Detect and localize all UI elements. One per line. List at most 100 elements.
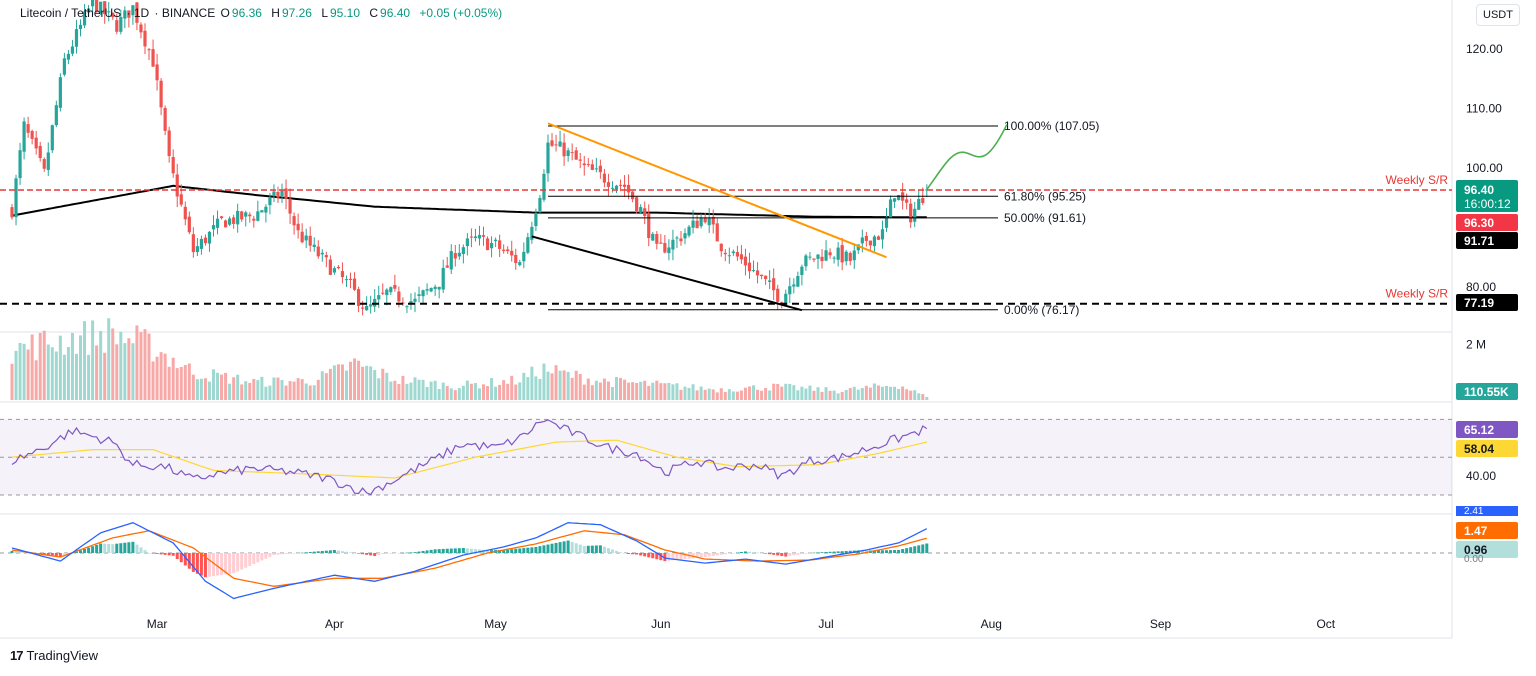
- macd-histogram-bar: [103, 543, 107, 553]
- candle-body: [631, 191, 635, 200]
- volume-bar: [792, 385, 796, 400]
- candle-body: [276, 191, 280, 198]
- macd-histogram-bar: [691, 553, 695, 559]
- volume-bar: [623, 379, 627, 400]
- macd-histogram-bar: [667, 553, 671, 561]
- volume-bar: [58, 335, 62, 400]
- volume-bar: [135, 325, 139, 400]
- candle-body: [82, 11, 87, 26]
- macd-histogram-bar: [441, 548, 445, 553]
- candle-body: [54, 105, 58, 126]
- volume-bar: [828, 390, 832, 400]
- volume-bar: [836, 393, 840, 400]
- macd-histogram-bar: [276, 553, 280, 555]
- macd-histogram-bar: [191, 553, 195, 572]
- tradingview-logo-icon: 17: [10, 648, 24, 663]
- candle-body: [26, 124, 30, 133]
- volume-bar: [663, 383, 667, 400]
- macd-histogram-bar: [743, 551, 747, 553]
- fib-level-label: 61.80% (95.25): [1004, 189, 1086, 203]
- volume-tag-bg: [1456, 383, 1518, 400]
- volume-bar: [365, 365, 369, 400]
- symbol-name[interactable]: Litecoin / TetherUS: [20, 6, 122, 20]
- macd-histogram-bar: [212, 553, 215, 577]
- close-key: C: [369, 6, 379, 20]
- macd-histogram-bar: [731, 553, 735, 554]
- volume-bar: [562, 370, 566, 400]
- candle-body: [131, 5, 135, 16]
- candle-body: [489, 242, 494, 249]
- candle-body: [18, 150, 22, 179]
- interval-label[interactable]: 1D: [133, 6, 150, 20]
- volume-bar: [671, 384, 675, 400]
- volume-bar: [457, 388, 461, 400]
- volume-bar: [74, 353, 78, 400]
- volume-bar: [34, 360, 38, 400]
- macd-histogram-bar: [683, 553, 687, 560]
- candle-body: [586, 164, 590, 166]
- volume-bar: [54, 351, 58, 400]
- last-price-tag: 96.40: [1464, 183, 1494, 197]
- macd-histogram-bar: [308, 551, 312, 553]
- currency-selector[interactable]: USDT: [1476, 4, 1520, 26]
- volume-bar: [554, 365, 558, 400]
- volume-bar: [401, 375, 405, 400]
- volume-bar: [272, 377, 276, 400]
- candle-body: [872, 236, 877, 247]
- time-tick-label: Sep: [1150, 617, 1172, 631]
- tradingview-brand[interactable]: 17 TradingView: [10, 648, 98, 663]
- volume-bar: [296, 378, 300, 400]
- candle-body: [328, 259, 332, 275]
- macd-histogram-bar: [913, 546, 917, 553]
- volume-bar: [812, 390, 816, 400]
- volume-bar: [276, 377, 280, 400]
- annotations: Weekly S/R Weekly S/R 100.00% (107.05) 61.8…: [0, 119, 1452, 317]
- macd-histogram-bar: [498, 550, 502, 553]
- macd-histogram-bar: [917, 545, 921, 553]
- macd-histogram-bar: [417, 551, 421, 553]
- macd-histogram-bar: [46, 553, 50, 556]
- volume-bar: [91, 320, 95, 400]
- close-value: 96.40: [380, 6, 411, 20]
- volume-bar: [312, 385, 316, 400]
- volume-bar: [506, 383, 510, 400]
- macd-histogram-bar: [590, 545, 594, 553]
- macd-histogram-bar: [304, 552, 308, 553]
- macd-histogram-bar: [240, 553, 244, 570]
- macd-histogram-bar: [707, 553, 711, 557]
- macd-histogram-bar: [272, 553, 276, 556]
- volume-bar: [417, 379, 421, 400]
- volume-bar: [187, 363, 191, 400]
- volume-bar: [784, 383, 788, 400]
- volume-bar: [647, 385, 651, 400]
- macd-histogram-bar: [514, 548, 518, 553]
- volume-bar: [361, 366, 365, 400]
- macd-pane: [0, 521, 1452, 600]
- volume-bar: [381, 368, 385, 400]
- volume-bar: [369, 366, 373, 400]
- macd-histogram-bar: [619, 552, 623, 553]
- volume-bar: [99, 331, 103, 400]
- macd-histogram-bar: [893, 550, 897, 553]
- volume-bar: [155, 356, 159, 400]
- macd-histogram-bar: [312, 551, 316, 553]
- volume-bar: [248, 382, 252, 400]
- price-tick-label: 110.00: [1466, 102, 1502, 116]
- macd-zero-tag: 0.00: [1464, 554, 1484, 565]
- macd-histogram-bar: [510, 549, 514, 553]
- macd-histogram-bar: [542, 545, 546, 553]
- volume-bar: [228, 383, 232, 400]
- candle-body: [530, 226, 534, 240]
- volume-bar: [127, 338, 131, 400]
- volume-bar: [393, 380, 397, 400]
- macd-histogram-bar: [768, 553, 772, 555]
- candle-body: [155, 64, 159, 81]
- time-tick-label: Oct: [1316, 617, 1335, 631]
- volume-bar: [389, 381, 393, 400]
- volume-bar: [627, 382, 631, 400]
- macd-histogram-bar: [216, 553, 220, 576]
- macd-histogram-bar: [10, 550, 14, 553]
- candle-body: [836, 247, 840, 260]
- volume-bar: [578, 373, 582, 400]
- candle-body: [671, 239, 675, 250]
